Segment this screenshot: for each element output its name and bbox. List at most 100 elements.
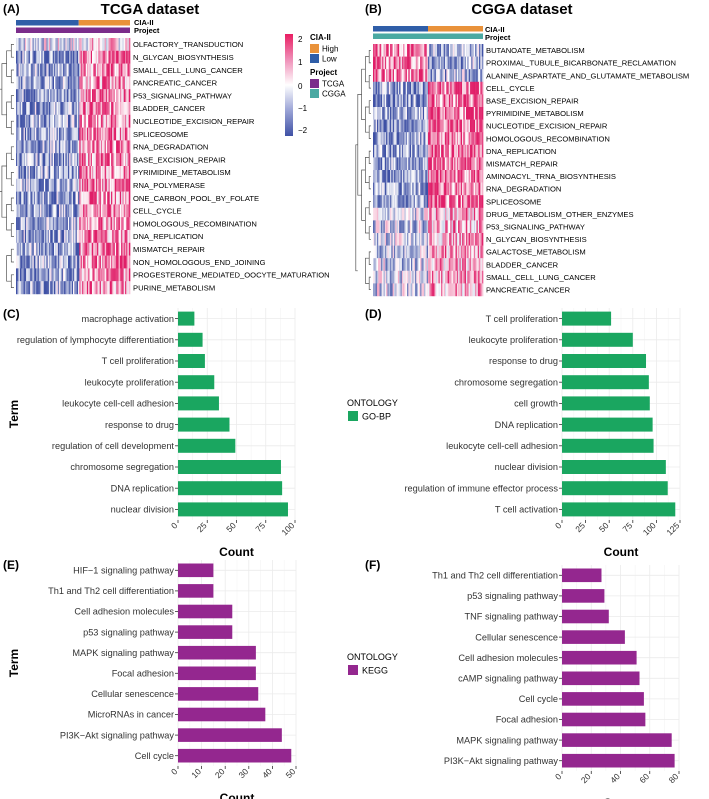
heatmap-cell	[446, 132, 448, 145]
heatmap-cell	[373, 270, 375, 284]
heatmap-cell	[95, 153, 98, 167]
heatmap-cell	[59, 89, 61, 103]
heatmap-cell	[81, 102, 84, 115]
heatmap-cell	[128, 140, 131, 154]
heatmap-cell	[405, 144, 408, 158]
heatmap-cell	[475, 107, 477, 120]
heatmap-cell	[426, 283, 429, 297]
heatmap-cell	[467, 245, 469, 259]
heatmap-cell	[480, 220, 483, 234]
heatmap-cell	[462, 69, 464, 82]
heatmap-cell	[94, 140, 97, 154]
heatmap-cell	[379, 157, 382, 171]
heatmap-cell	[442, 44, 445, 57]
heatmap-cell	[114, 230, 117, 243]
heatmap-cell	[397, 81, 400, 95]
heatmap-cell	[93, 191, 95, 205]
heatmap-cell	[413, 233, 416, 246]
heatmap-cell	[429, 270, 431, 284]
heatmap-cell	[124, 102, 127, 115]
heatmap-cell	[17, 204, 19, 218]
heatmap-cell	[97, 242, 99, 256]
heatmap-cell	[104, 268, 107, 282]
heatmap-cell	[439, 81, 442, 95]
dendrogram-branch	[10, 44, 14, 58]
heatmap-cell	[410, 119, 413, 133]
heatmap-cell	[40, 50, 42, 64]
ontology-legend-kegg-title: ONTOLOGY	[347, 652, 398, 662]
heatmap-cell	[473, 56, 476, 70]
heatmap-cell	[127, 230, 130, 243]
heatmap-cell	[439, 119, 442, 133]
heatmap-cell	[479, 220, 481, 234]
heatmap-cell	[384, 258, 387, 271]
heatmap-cell	[107, 102, 109, 115]
heatmap-cell	[418, 233, 421, 246]
heatmap-cell	[421, 233, 424, 246]
x-tick-label: 30	[236, 766, 250, 780]
heatmap-cell	[463, 157, 466, 171]
heatmap-cell	[64, 230, 66, 243]
heatmap-cell	[84, 153, 87, 167]
heatmap-cell	[408, 195, 411, 208]
heatmap-cell	[465, 283, 468, 297]
x-tick-label: 50	[284, 766, 298, 780]
heatmap-cell	[119, 255, 122, 269]
heatmap-cell	[451, 94, 454, 108]
heatmap-cell	[382, 81, 384, 95]
heatmap-cell	[413, 44, 416, 57]
heatmap-cell	[112, 76, 114, 90]
legend-project-cgga-swatch	[310, 89, 319, 98]
heatmap-cell	[66, 140, 69, 154]
heatmap-cell	[107, 76, 109, 90]
heatmap-cell	[107, 230, 109, 243]
heatmap-cell	[27, 140, 30, 154]
heatmap-cell	[90, 166, 93, 179]
heatmap-cell	[81, 140, 84, 154]
heatmap-cell	[441, 119, 443, 133]
heatmap-cell	[117, 255, 119, 269]
heatmap-cell	[81, 178, 84, 192]
heatmap-cell	[458, 69, 460, 82]
heatmap-cell	[380, 170, 383, 183]
heatmap-cell	[60, 89, 62, 103]
heatmap-cell	[97, 63, 99, 77]
heatmap-cell	[28, 140, 31, 154]
heatmap-cell	[55, 204, 57, 218]
heatmap-cell	[374, 245, 376, 259]
heatmap-cell	[54, 76, 56, 90]
heatmap-cell	[43, 255, 46, 269]
heatmap-cell	[24, 191, 27, 205]
heatmap-cell	[400, 195, 403, 208]
heatmap-cell	[69, 140, 71, 154]
heatmap-cell	[55, 166, 57, 179]
heatmap-cell	[481, 220, 484, 234]
heatmap-cell	[100, 50, 103, 64]
heatmap-cell	[57, 38, 60, 51]
heatmap-cell	[455, 107, 458, 120]
heatmap-cell	[102, 38, 104, 51]
heatmap-cell	[439, 270, 442, 284]
heatmap-cell	[18, 102, 21, 115]
heatmap-cell	[75, 140, 78, 154]
y-tick-label: regulation of immune effector process	[404, 483, 558, 493]
heatmap-cell	[448, 245, 451, 259]
heatmap-cell	[28, 217, 31, 231]
heatmap-cell	[37, 230, 40, 243]
heatmap-cell	[448, 81, 451, 95]
heatmap-cell	[65, 63, 68, 77]
heatmap-cell	[426, 258, 429, 271]
heatmap-cell	[412, 132, 414, 145]
heatmap-cell	[390, 182, 392, 196]
heatmap-cell	[410, 107, 413, 120]
heatmap-cell	[66, 268, 69, 282]
heatmap-cell	[460, 283, 463, 297]
heatmap-cell	[29, 63, 32, 77]
heatmap-cell	[93, 178, 95, 192]
heatmap-cell	[90, 191, 93, 205]
heatmap-cell	[23, 153, 26, 167]
heatmap-cell	[28, 102, 31, 115]
heatmap-cell	[29, 114, 32, 128]
heatmap-cell	[469, 220, 472, 234]
heatmap-cell	[124, 191, 127, 205]
